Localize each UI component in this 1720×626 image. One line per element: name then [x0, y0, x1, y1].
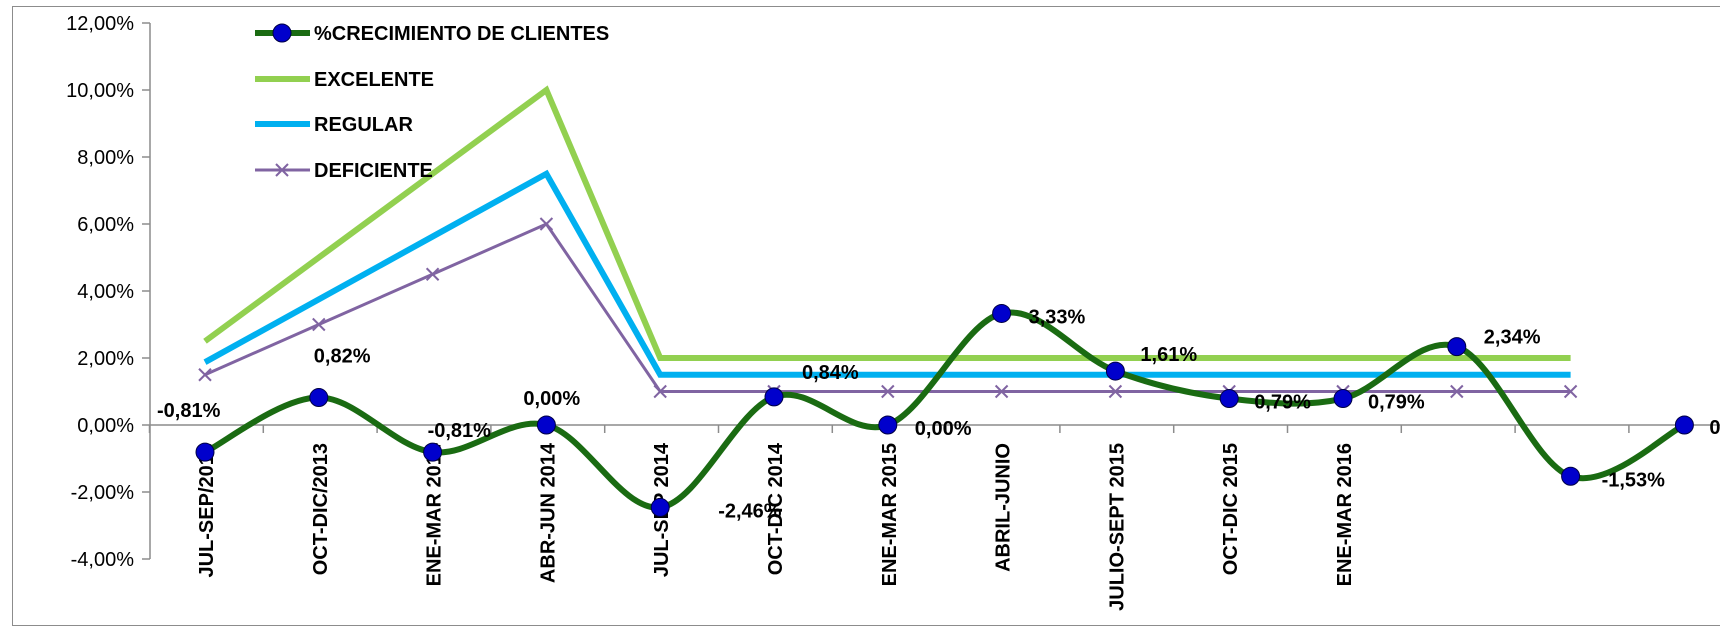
legend-item: REGULAR: [255, 114, 413, 136]
data-label: -2,46%: [718, 500, 782, 522]
data-label: 0,82%: [314, 346, 371, 368]
data-label: -0,81%: [157, 400, 221, 422]
marker-stroke: [425, 267, 440, 281]
series-point-crecimiento: [423, 442, 443, 462]
legend-label: DEFICIENTE: [314, 160, 433, 182]
marker-stroke: [1563, 384, 1578, 399]
x-category-label: OCT-DIC 2014: [765, 442, 787, 575]
legend-item: EXCELENTE: [255, 69, 434, 91]
series-marker-deficiente: [1108, 384, 1123, 399]
x-category-label: ENE-MAR 2014: [424, 442, 446, 586]
legend-label: REGULAR: [314, 114, 413, 136]
series-marker-deficiente: [539, 217, 554, 231]
series-point-crecimiento: [1561, 466, 1581, 486]
marker-stroke: [653, 384, 667, 399]
data-label: 0,84%: [802, 362, 859, 384]
y-tick-label: -2,00%: [71, 482, 135, 504]
x-category-label: OCT-DIC 2015: [1220, 443, 1242, 575]
series-point-crecimiento: [1674, 415, 1694, 435]
data-label: 0,00%: [523, 388, 580, 410]
marker-stroke: [539, 217, 554, 231]
marker-stroke: [881, 384, 895, 399]
series-point-crecimiento: [536, 415, 556, 435]
data-label: 0,79%: [1254, 392, 1311, 414]
series-point-crecimiento: [1105, 361, 1125, 381]
series-lines: [195, 85, 1694, 517]
marker-stroke: [312, 317, 326, 332]
series-point-crecimiento: [309, 388, 329, 408]
marker-stroke: [1108, 384, 1123, 399]
y-tick-label: 2,00%: [77, 348, 134, 370]
y-tick-label: 6,00%: [77, 214, 134, 236]
series-point-crecimiento: [764, 387, 784, 407]
data-label: 1,61%: [1140, 344, 1197, 366]
x-category-label: ENE-MAR 2015: [879, 443, 901, 586]
data-label: 0: [1709, 417, 1720, 439]
y-tick-label: 12,00%: [66, 13, 134, 35]
series-marker-deficiente: [881, 384, 895, 399]
series-point-crecimiento: [650, 497, 670, 517]
series-line-regular: [203, 169, 1571, 378]
series-point-crecimiento: [1219, 389, 1239, 409]
data-label: -1,53%: [1602, 469, 1666, 491]
series-marker-deficiente: [1563, 384, 1578, 399]
legend: %CRECIMIENTO DE CLIENTES EXCELENTE REGULAR…: [255, 23, 609, 182]
marker-stroke: [994, 384, 1009, 399]
series-line-excelente: [203, 85, 1571, 361]
series-point-crecimiento: [195, 442, 215, 462]
legend-label: EXCELENTE: [314, 69, 434, 91]
legend-item: DEFICIENTE: [255, 160, 433, 182]
series-marker-deficiente: [653, 384, 667, 399]
x-category-label: OCT-DIC/2013: [310, 443, 332, 575]
y-tick-label: 4,00%: [77, 281, 134, 303]
y-tick-label: -4,00%: [71, 549, 135, 571]
y-tick-label: 10,00%: [66, 80, 134, 102]
data-labels: -0,81% 0,82% -0,81% 0,00% -2,46% 0,84% 0,00% 3,…: [157, 306, 1720, 522]
x-category-label: JUL-SEP/2013: [196, 443, 218, 578]
series-marker-deficiente: [198, 368, 212, 382]
data-label: 0,79%: [1368, 392, 1425, 414]
series-marker-deficiente: [994, 384, 1009, 399]
x-category-label: ABRIL-JUNIO: [993, 443, 1015, 572]
legend-item: %CRECIMIENTO DE CLIENTES: [255, 23, 609, 45]
data-label: 0,00%: [915, 418, 972, 440]
data-label: -0,81%: [428, 420, 492, 442]
legend-label: %CRECIMIENTO DE CLIENTES: [314, 23, 609, 45]
series-point-crecimiento: [992, 303, 1012, 323]
data-label: 2,34%: [1484, 327, 1541, 349]
data-label: 3,33%: [1029, 306, 1086, 328]
x-category-label: ABR-JUN 2014: [537, 442, 559, 583]
y-tick-label: 8,00%: [77, 147, 134, 169]
marker-stroke: [1450, 384, 1464, 399]
legend-marker: [272, 23, 292, 43]
chart-frame: [12, 6, 1720, 626]
series-point-crecimiento: [1333, 389, 1353, 409]
x-category-label: JULIO-SEPT 2015: [1106, 443, 1128, 611]
series-marker-deficiente: [312, 317, 326, 332]
x-category-label: ENE-MAR 2016: [1334, 443, 1356, 586]
series-point-crecimiento: [1447, 337, 1467, 357]
series-point-crecimiento: [878, 415, 898, 435]
axes: -4,00% -2,00% 0,00% 2,00% 4,00% 6,00% 8,00% 10,…: [66, 13, 1720, 611]
y-tick-label: 0,00%: [77, 415, 134, 437]
series-marker-deficiente: [1450, 384, 1464, 399]
series-marker-deficiente: [425, 267, 440, 281]
marker-stroke: [198, 368, 212, 382]
legend-marker: [275, 163, 289, 177]
